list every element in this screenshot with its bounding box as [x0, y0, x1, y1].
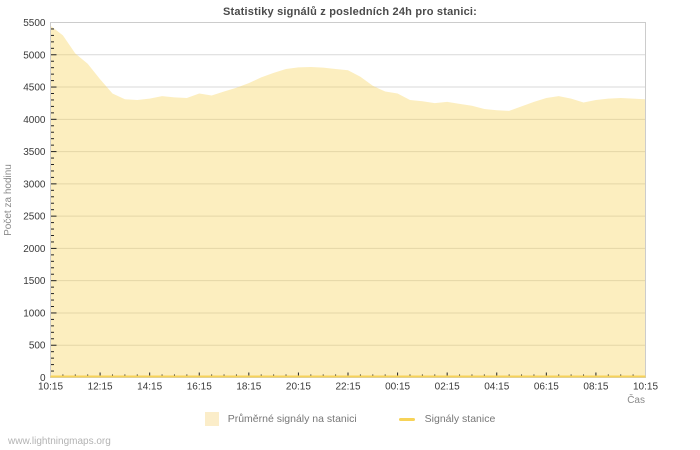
svg-text:0: 0 [40, 373, 46, 384]
svg-text:2500: 2500 [23, 212, 46, 223]
svg-text:10:15: 10:15 [38, 382, 63, 393]
y-axis-label: Počet za hodinu [3, 164, 14, 236]
svg-text:18:15: 18:15 [236, 382, 261, 393]
svg-text:4000: 4000 [23, 115, 46, 126]
svg-text:08:15: 08:15 [583, 382, 608, 393]
svg-text:3000: 3000 [23, 179, 46, 190]
svg-text:3500: 3500 [23, 147, 46, 158]
svg-text:00:15: 00:15 [385, 382, 410, 393]
svg-text:16:15: 16:15 [187, 382, 212, 393]
svg-text:14:15: 14:15 [137, 382, 162, 393]
svg-text:2000: 2000 [23, 244, 46, 255]
svg-text:02:15: 02:15 [435, 382, 460, 393]
svg-text:4500: 4500 [23, 83, 46, 94]
line-series-label: Signály stanice [424, 413, 496, 425]
watermark-link[interactable]: www.lightningmaps.org [8, 436, 111, 447]
area-series-swatch-icon [204, 412, 219, 426]
svg-text:5500: 5500 [23, 18, 46, 29]
svg-text:1000: 1000 [23, 308, 46, 319]
svg-text:22:15: 22:15 [335, 382, 360, 393]
svg-text:10:15: 10:15 [633, 382, 658, 393]
x-axis-label: Čas [627, 395, 645, 406]
svg-text:04:15: 04:15 [484, 382, 509, 393]
svg-text:1500: 1500 [23, 276, 46, 287]
chart-legend: Průměrné signály na stanici Signály stan… [0, 411, 700, 427]
svg-text:12:15: 12:15 [88, 382, 113, 393]
svg-text:20:15: 20:15 [286, 382, 311, 393]
svg-text:5000: 5000 [23, 50, 46, 61]
area-series-label: Průměrné signály na stanici [227, 413, 357, 425]
chart-title: Statistiky signálů z posledních 24h pro … [222, 6, 478, 18]
svg-text:06:15: 06:15 [534, 382, 559, 393]
svg-text:500: 500 [29, 341, 46, 352]
line-series-swatch-icon [398, 417, 415, 421]
